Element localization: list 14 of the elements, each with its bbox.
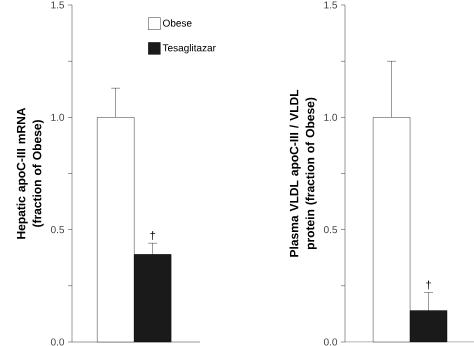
y-tick-label: 1.0 [324,114,338,121]
y-tick-label: 0.5 [324,226,338,234]
y-axis-title: Hepatic apoC-III mRNA (fraction of Obese) [16,108,44,239]
y-tick-label: 1.0 [51,114,64,121]
annotation: † [426,280,431,290]
y-tick-label: 1.5 [51,2,64,8]
legend-label: Tesaglitazar [162,44,216,54]
annotation: † [150,231,155,240]
y-tick-label: 1.5 [324,2,338,8]
y-axis-title: Plasma VLDL apoC-III / VLDL protein (fraction of Obese) [290,90,317,257]
y-tick-label: 0.0 [324,338,338,346]
y-tick-label: 0.5 [50,226,64,234]
y-tick-label: 0.0 [50,338,64,346]
legend-label: Obese [163,19,192,27]
